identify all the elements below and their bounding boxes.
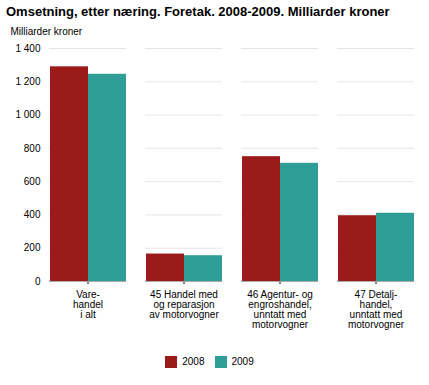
svg-text:46 Agentur- ogengroshandel,unn: 46 Agentur- ogengroshandel,unntatt medmo… [247, 289, 313, 330]
svg-text:47 Detalj-handel,unntatt medmo: 47 Detalj-handel,unntatt medmotorvogner [348, 289, 405, 330]
svg-text:800: 800 [24, 143, 41, 154]
svg-text:600: 600 [24, 176, 41, 187]
svg-text:400: 400 [24, 209, 41, 220]
svg-text:Milliarder kroner: Milliarder kroner [11, 26, 83, 37]
html-text:2008: 2008 [182, 356, 205, 368]
svg-text:0: 0 [35, 276, 41, 287]
svg-text:200: 200 [24, 243, 41, 254]
html-text:2009: 2009 [231, 356, 254, 368]
html-text:Omsetning, etter næring. Foret: Omsetning, etter næring. Foretak. 2008-2… [6, 4, 390, 19]
svg-text:45 Handel medog reparasjonav m: 45 Handel medog reparasjonav motorvogner [149, 289, 219, 320]
svg-text:1 200: 1 200 [15, 76, 40, 87]
svg-text:Vare-handeli alt: Vare-handeli alt [73, 289, 103, 320]
svg-text:1 000: 1 000 [15, 110, 40, 121]
svg-text:1 400: 1 400 [15, 43, 40, 54]
